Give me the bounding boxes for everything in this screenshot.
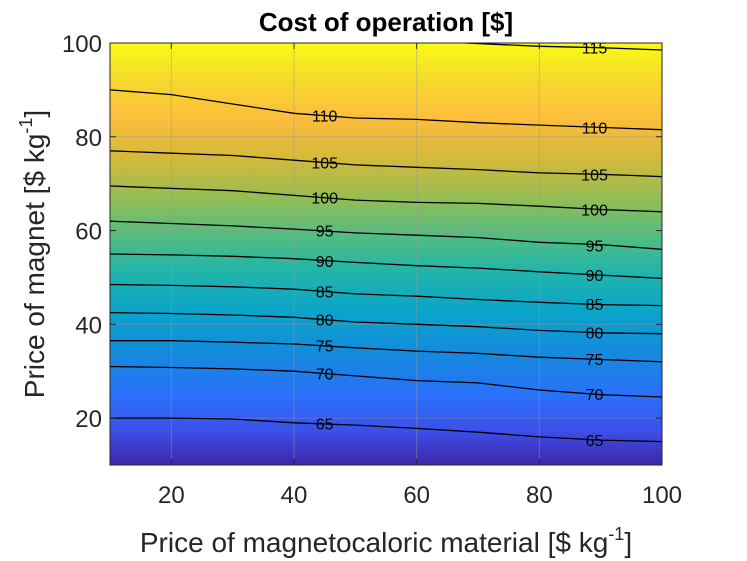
y-tick-label: 20 — [75, 406, 102, 433]
contour-label-text: 105 — [581, 167, 608, 184]
y-axis-label: Price of magnet [$ kg-1] — [16, 110, 50, 398]
contour-label-75: 75 — [586, 352, 604, 369]
chart-title: Cost of operation [$] — [259, 7, 513, 37]
contour-line-75 — [110, 340, 662, 363]
contour-line-70 — [110, 365, 662, 398]
x-tick-label: 80 — [526, 482, 553, 509]
contour-label-115: 115 — [582, 41, 608, 58]
contour-label-text: 85 — [586, 297, 604, 314]
contour-label-70: 70 — [316, 367, 334, 384]
contour-line-100 — [110, 185, 662, 213]
contour-label-text: 80 — [586, 325, 604, 342]
contour-label-85: 85 — [586, 297, 604, 314]
contour-label-110: 110 — [582, 120, 608, 137]
contour-label-text: 110 — [582, 120, 608, 137]
contour-line-80 — [110, 311, 662, 335]
contour-label-text: 65 — [316, 417, 334, 434]
x-tick-label: 40 — [281, 482, 308, 509]
y-tick-label: 80 — [75, 125, 102, 152]
contour-label-text: 85 — [316, 285, 334, 302]
contour-label-text: 110 — [312, 109, 338, 126]
contour-label-80: 80 — [316, 313, 334, 330]
contour-label-105: 105 — [581, 167, 608, 184]
contour-label-text: 70 — [586, 387, 604, 404]
contour-label-105: 105 — [311, 156, 338, 173]
contour-label-95: 95 — [586, 239, 604, 256]
contour-line-85 — [110, 283, 662, 307]
contour-line-105 — [110, 150, 662, 178]
heatmap-fill — [110, 43, 662, 465]
contour-label-95: 95 — [316, 224, 334, 241]
contour-label-text: 95 — [316, 224, 334, 241]
contour-label-75: 75 — [316, 338, 334, 355]
contour-line-110 — [110, 89, 662, 131]
contour-label-65: 65 — [586, 433, 604, 450]
contour-label-90: 90 — [316, 254, 334, 271]
contour-label-text: 65 — [586, 433, 604, 450]
contour-line-65 — [110, 417, 662, 443]
contour-label-70: 70 — [586, 387, 604, 404]
x-tick-label: 20 — [158, 482, 185, 509]
x-axis-label: Price of magnetocaloric material [$ kg-1… — [140, 524, 632, 558]
y-tick-label: 60 — [75, 219, 102, 246]
contour-labels: 65 65 70 70 75 75 80 80 85 85 90 90 95 95 100 100 105 105… — [311, 41, 608, 450]
contour-label-110: 110 — [312, 109, 338, 126]
contour-label-85: 85 — [316, 285, 334, 302]
plot-frame — [109, 42, 663, 466]
contour-label-text: 90 — [586, 268, 604, 285]
contour-label-text: 90 — [316, 254, 334, 271]
contour-label-80: 80 — [586, 325, 604, 342]
x-tick-label: 100 — [642, 482, 682, 509]
contour-label-text: 115 — [582, 41, 608, 58]
contour-label-text: 100 — [581, 202, 608, 219]
y-tick-label: 100 — [62, 31, 102, 58]
contour-label-text: 70 — [316, 367, 334, 384]
contour-label-100: 100 — [581, 202, 608, 219]
x-tick-label: 60 — [403, 482, 430, 509]
contour-line-115 — [465, 43, 662, 51]
contour-label-text: 95 — [586, 239, 604, 256]
contour-line-95 — [110, 220, 662, 250]
contour-label-100: 100 — [311, 191, 338, 208]
contour-line-90 — [110, 253, 662, 280]
contour-label-text: 75 — [316, 338, 334, 355]
contour-label-text: 100 — [311, 191, 338, 208]
axis-ticks: 20 40 60 80 100 20 40 60 80 100 — [62, 31, 682, 509]
contour-label-65: 65 — [316, 417, 334, 434]
contour-label-text: 105 — [311, 156, 338, 173]
y-tick-label: 40 — [75, 312, 102, 339]
contour-label-text: 75 — [586, 352, 604, 369]
contour-lines — [110, 43, 662, 443]
contour-label-90: 90 — [586, 268, 604, 285]
contour-label-text: 80 — [316, 313, 334, 330]
